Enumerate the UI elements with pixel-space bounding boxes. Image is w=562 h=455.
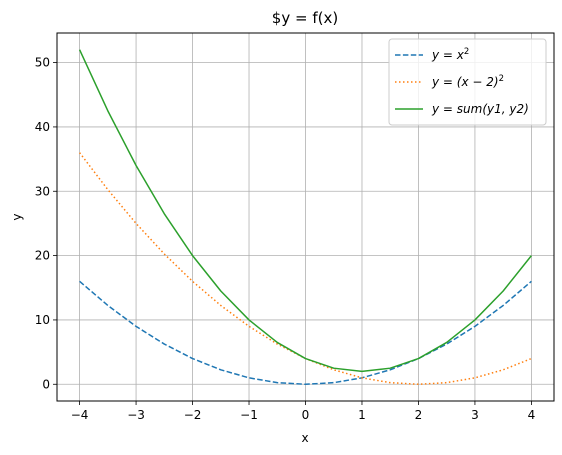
x-tick-label: 4 bbox=[528, 408, 536, 422]
series-x-squared-line bbox=[79, 280, 532, 386]
x-tick-label: −3 bbox=[127, 408, 145, 422]
x-tick-label: 3 bbox=[471, 408, 479, 422]
x-tick-label: 0 bbox=[302, 408, 310, 422]
y-axis-label: y bbox=[10, 213, 24, 220]
legend: y = x2 y = (x − 2)2 y = sum(y1, y2) bbox=[388, 38, 547, 126]
y-tick-label: 20 bbox=[35, 249, 50, 263]
x-tick-label: 1 bbox=[358, 408, 366, 422]
x-tick-label: 2 bbox=[415, 408, 423, 422]
y-tick-label: 30 bbox=[35, 184, 50, 198]
y-tick-label: 0 bbox=[42, 377, 50, 391]
x-tick-label: −1 bbox=[240, 408, 258, 422]
series-sum-line bbox=[78, 49, 532, 373]
legend-box bbox=[388, 38, 547, 126]
legend-label: y = (x − 2)2 bbox=[431, 74, 504, 89]
y-tick-label: 10 bbox=[35, 313, 50, 327]
chart-title: $y = f(x) bbox=[272, 9, 338, 27]
legend-label: y = sum(y1, y2) bbox=[431, 102, 529, 116]
legend-label: y = x2 bbox=[431, 47, 469, 62]
x-tick-label: −2 bbox=[184, 408, 202, 422]
x-axis-label: x bbox=[301, 431, 308, 445]
y-tick-label: 40 bbox=[35, 120, 50, 134]
series-layer bbox=[78, 49, 532, 386]
x-tick-label: −4 bbox=[71, 408, 89, 422]
y-tick-label: 50 bbox=[35, 56, 50, 70]
